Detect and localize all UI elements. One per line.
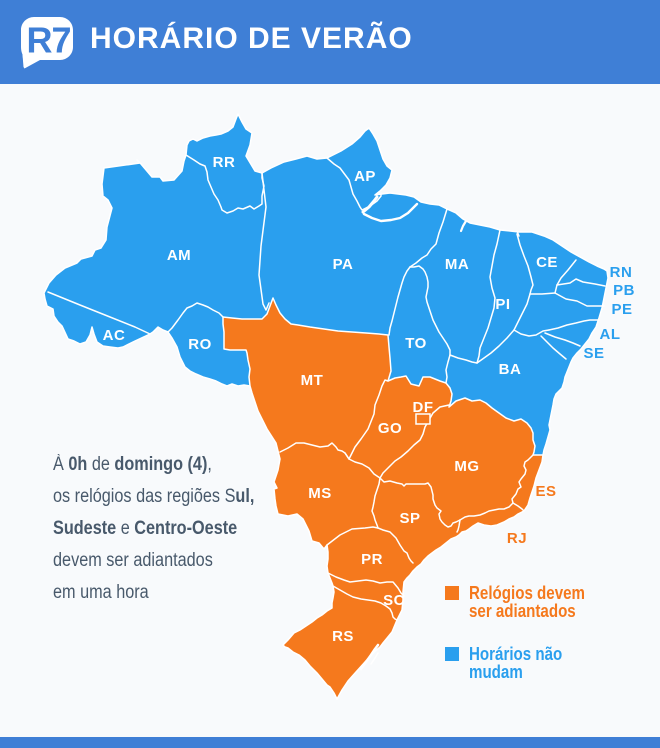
svg-text:CE: CE	[536, 254, 558, 271]
svg-text:MS: MS	[308, 485, 332, 502]
svg-text:MG: MG	[454, 458, 479, 475]
svg-text:DF: DF	[413, 399, 434, 416]
svg-text:RJ: RJ	[507, 530, 527, 547]
svg-text:PB: PB	[613, 282, 635, 299]
svg-text:RS: RS	[332, 628, 354, 645]
svg-text:SP: SP	[399, 510, 420, 527]
svg-text:RO: RO	[188, 336, 212, 353]
svg-text:RR: RR	[213, 154, 236, 171]
svg-text:PA: PA	[333, 256, 354, 273]
svg-text:AP: AP	[354, 168, 376, 185]
svg-text:AC: AC	[103, 327, 126, 344]
svg-text:MA: MA	[445, 256, 469, 273]
svg-text:MT: MT	[301, 372, 324, 389]
svg-text:SC: SC	[383, 592, 405, 609]
svg-text:PI: PI	[495, 296, 510, 313]
svg-text:SE: SE	[583, 345, 604, 362]
svg-text:GO: GO	[378, 420, 402, 437]
svg-text:TO: TO	[405, 335, 427, 352]
svg-text:ES: ES	[535, 483, 556, 500]
svg-text:R7: R7	[26, 20, 70, 61]
svg-text:AL: AL	[600, 326, 621, 343]
svg-text:PE: PE	[611, 301, 632, 318]
svg-text:BA: BA	[499, 361, 522, 378]
svg-text:PR: PR	[361, 551, 383, 568]
svg-text:AM: AM	[167, 247, 191, 264]
svg-text:RN: RN	[610, 264, 633, 281]
